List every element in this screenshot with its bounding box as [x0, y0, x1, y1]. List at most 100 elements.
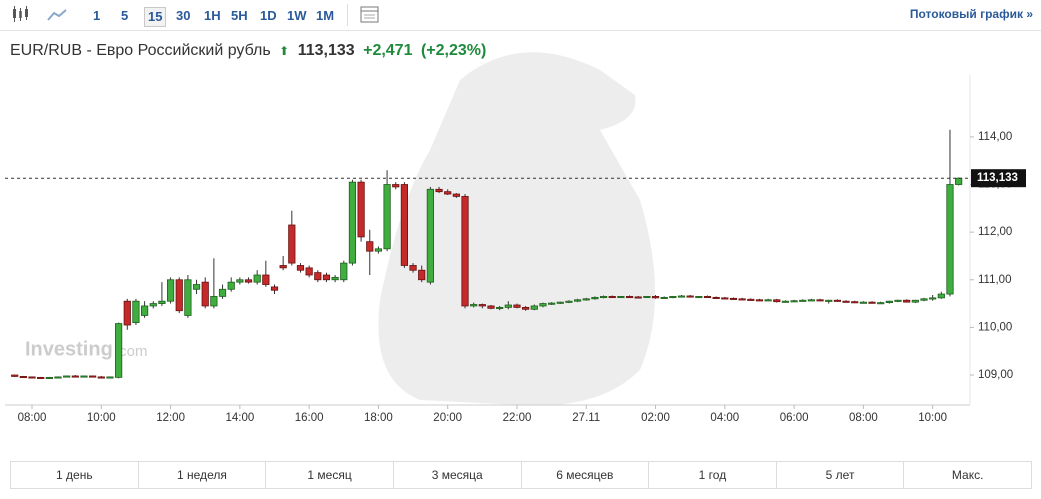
y-tick-label: 111,00: [978, 274, 1011, 286]
candle-body: [504, 304, 512, 308]
x-tick-label: 12:00: [156, 412, 185, 424]
range-button[interactable]: Макс.: [951, 468, 984, 482]
candle-body: [955, 177, 963, 185]
candle-body: [721, 297, 729, 300]
range-button[interactable]: 3 месяца: [394, 462, 522, 488]
last-price-label: 113,133: [977, 172, 1018, 184]
watermark: .com: [115, 343, 148, 360]
candle-body: [210, 296, 218, 307]
candle-body: [400, 184, 409, 266]
candle-body: [868, 301, 876, 304]
candle-body: [599, 296, 608, 299]
candle-body: [236, 279, 244, 283]
y-tick-label: 110,00: [978, 321, 1012, 333]
candle-body: [816, 299, 824, 302]
range-button[interactable]: 1 месяц: [266, 462, 394, 488]
candle-body: [833, 299, 842, 302]
candle-body: [695, 296, 703, 299]
range-button[interactable]: 1 день: [11, 462, 139, 488]
watermark: Investing: [25, 338, 113, 360]
candle-body: [608, 296, 616, 299]
interval-button[interactable]: 5: [121, 8, 129, 23]
table-icon[interactable]: [360, 5, 380, 25]
candle-body: [184, 279, 192, 316]
candle-body: [374, 248, 383, 252]
up-arrow: ⬆: [279, 44, 290, 58]
candle-body: [175, 279, 183, 312]
candle-body: [911, 299, 919, 303]
candle-body: [54, 376, 62, 379]
candle-body: [738, 298, 746, 301]
candle-body: [660, 296, 668, 299]
range-button[interactable]: 1 год: [649, 462, 777, 488]
candle-body: [478, 304, 486, 307]
candle-body: [556, 301, 564, 304]
candle-body: [115, 323, 123, 378]
interval-button[interactable]: 1H: [204, 8, 221, 23]
range-button[interactable]: 5 лет: [777, 462, 905, 488]
candle-body: [582, 298, 590, 301]
candle-body: [409, 265, 417, 271]
x-tick-label: 06:00: [780, 412, 809, 424]
chart-type-icons[interactable]: [0, 0, 70, 30]
candle-body: [634, 296, 642, 299]
candle-body: [80, 375, 88, 378]
candle-body: [132, 300, 140, 324]
x-tick-label: 10:00: [918, 412, 947, 424]
x-tick-label: 04:00: [710, 412, 739, 424]
candle-body: [790, 300, 798, 303]
candle-body: [296, 265, 305, 271]
x-tick-label: 02:00: [641, 412, 670, 424]
interval-button[interactable]: 15: [144, 7, 167, 27]
candle-body: [218, 288, 227, 297]
candle-body: [686, 295, 694, 298]
interval-button[interactable]: 1: [93, 8, 101, 23]
candle-body: [435, 188, 443, 193]
candle-body: [617, 296, 625, 299]
toolbar: 1 5 15 30 1H 5H 1D 1W 1M Потоковый график »: [0, 0, 1041, 31]
candle-body: [158, 300, 166, 304]
x-tick-label: 14:00: [225, 412, 254, 424]
candle-body: [366, 241, 374, 252]
last-price-tag: [971, 169, 1026, 188]
interval-button[interactable]: 5H: [231, 8, 248, 23]
candle-body: [452, 193, 460, 197]
stream-link[interactable]: Потоковый график »: [909, 7, 1033, 21]
interval-button[interactable]: 30: [176, 8, 191, 23]
candle-body: [522, 306, 530, 310]
candle-body: [929, 297, 937, 300]
interval-button[interactable]: 1D: [260, 8, 277, 23]
candle-body: [418, 269, 426, 281]
candle-body: [19, 376, 27, 379]
watermark-bear: [378, 52, 655, 406]
x-tick-label: 08:00: [849, 412, 878, 424]
candle-body: [11, 374, 19, 377]
candle-body: [565, 300, 573, 303]
candle-body: [106, 376, 114, 379]
range-button[interactable]: 6 месяцев: [522, 462, 650, 488]
candle-body: [470, 304, 478, 307]
x-tick-label: 27.11: [572, 412, 600, 424]
candle-body: [392, 184, 400, 188]
candle-body: [357, 181, 365, 238]
candle-body: [625, 296, 634, 299]
candle-body: [28, 376, 36, 379]
candle-body: [591, 296, 599, 300]
candle-body: [340, 262, 348, 281]
candle-body: [166, 279, 175, 302]
candle-body: [348, 181, 357, 264]
interval-button[interactable]: 1M: [316, 8, 335, 23]
candle-body: [937, 293, 945, 299]
x-tick-label: 10:00: [87, 412, 116, 424]
candle-body: [270, 286, 279, 291]
candle-body: [288, 224, 296, 264]
pair-title: EUR/RUB - Евро Российский рубль: [10, 42, 271, 59]
range-button[interactable]: 1 неделя: [139, 462, 267, 488]
candle-body: [729, 297, 738, 300]
candle-body: [426, 188, 434, 283]
interval-button[interactable]: 1W: [287, 8, 307, 23]
candle-body: [192, 284, 201, 290]
candle-body: [703, 296, 712, 299]
candle-body: [262, 274, 270, 285]
